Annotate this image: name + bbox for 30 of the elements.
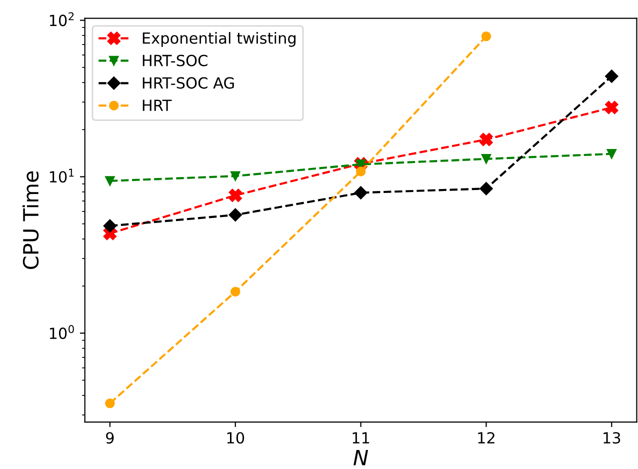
legend-label: HRT-SOC AG (142, 77, 234, 89)
x-tick-label: 11 (352, 432, 370, 444)
point (105, 398, 115, 408)
point (481, 154, 492, 164)
y-tick-label: 10$^{1}$ (50, 168, 74, 183)
point (228, 208, 242, 222)
y-axis-title: CPU Time (22, 171, 39, 269)
point (103, 219, 117, 232)
point (605, 100, 618, 114)
x-tick-label: 12 (478, 432, 494, 444)
point (105, 176, 115, 186)
legend-label: HRT (142, 100, 172, 111)
point (230, 171, 240, 181)
x-tick-label: 9 (106, 432, 114, 444)
y-tick-label: 10$^{2}$ (50, 12, 74, 26)
point (480, 132, 493, 146)
x-axis-title: N (354, 450, 368, 466)
point (480, 182, 493, 196)
point (356, 166, 366, 176)
point (605, 70, 618, 83)
point (230, 286, 240, 297)
x-tick-label: 13 (604, 432, 620, 444)
y-tick-label: 10$^{0}$ (50, 325, 74, 340)
legend-label: Exponential twisting (142, 32, 296, 47)
point (606, 149, 616, 159)
x-tick-label: 10 (227, 432, 244, 444)
point (228, 188, 242, 202)
point (354, 186, 368, 200)
legend-label: HRT-SOC (142, 54, 208, 66)
point (481, 31, 492, 42)
